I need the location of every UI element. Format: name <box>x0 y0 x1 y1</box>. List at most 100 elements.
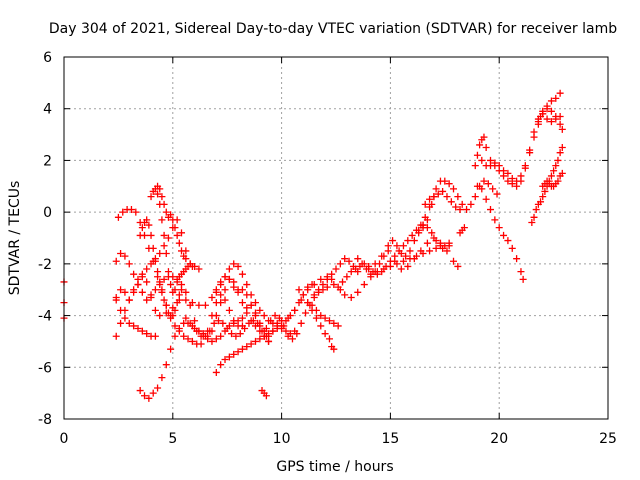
data-point <box>458 200 466 208</box>
data-point <box>243 343 251 351</box>
data-point <box>151 306 159 314</box>
data-point <box>454 193 462 201</box>
data-point <box>230 278 238 286</box>
data-point <box>493 190 501 198</box>
data-point <box>312 306 320 314</box>
data-point <box>456 206 464 214</box>
series-13 <box>258 387 270 400</box>
data-point <box>417 247 425 255</box>
series-8 <box>154 182 190 263</box>
y-tick-label: 0 <box>43 205 52 221</box>
data-point <box>556 89 564 97</box>
data-point <box>404 237 412 245</box>
data-point <box>530 128 538 136</box>
data-point <box>256 335 264 343</box>
data-point <box>212 335 220 343</box>
data-point <box>234 348 242 356</box>
data-point <box>256 306 264 314</box>
x-tick-label: 0 <box>60 431 69 447</box>
data-point <box>378 252 386 260</box>
data-point <box>149 244 157 252</box>
data-point <box>132 208 140 216</box>
data-point <box>238 286 246 294</box>
data-point <box>238 299 246 307</box>
data-point <box>460 224 468 232</box>
series-31 <box>534 110 564 126</box>
data-point <box>175 239 183 247</box>
data-point <box>467 200 475 208</box>
data-point <box>541 187 549 195</box>
data-point <box>121 288 129 296</box>
data-point <box>125 260 133 268</box>
data-point <box>112 332 120 340</box>
data-point <box>491 216 499 224</box>
data-point <box>273 322 281 330</box>
data-point <box>382 262 390 270</box>
data-point <box>476 141 484 149</box>
data-point <box>117 286 125 294</box>
data-point <box>171 224 179 232</box>
data-point <box>238 314 246 322</box>
data-point <box>188 337 196 345</box>
series-9 <box>182 275 273 345</box>
data-point <box>119 208 127 216</box>
y-tick-label: -8 <box>38 412 52 428</box>
data-point <box>230 350 238 358</box>
series-15 <box>295 286 338 353</box>
series-23 <box>421 187 464 214</box>
data-point <box>117 306 125 314</box>
data-point <box>308 281 316 289</box>
data-point <box>391 257 399 265</box>
data-point <box>256 319 264 327</box>
data-point <box>162 250 170 258</box>
data-point <box>143 216 151 224</box>
data-point <box>221 296 229 304</box>
data-point <box>158 216 166 224</box>
data-point <box>143 296 151 304</box>
series-19 <box>339 193 438 286</box>
data-point <box>406 247 414 255</box>
data-point <box>426 195 434 203</box>
data-point <box>171 322 179 330</box>
data-point <box>317 275 325 283</box>
data-point <box>384 247 392 255</box>
data-point <box>149 389 157 397</box>
data-point <box>282 327 290 335</box>
data-point <box>547 172 555 180</box>
data-point <box>251 337 259 345</box>
data-point <box>154 384 162 392</box>
series-24 <box>419 221 453 250</box>
data-point <box>415 226 423 234</box>
data-point <box>210 319 218 327</box>
data-point <box>471 162 479 170</box>
data-point <box>539 193 547 201</box>
data-point <box>358 260 366 268</box>
data-point <box>151 286 159 294</box>
data-point <box>199 330 207 338</box>
data-point <box>447 198 455 206</box>
x-tick-label: 5 <box>168 431 177 447</box>
data-point <box>547 97 555 105</box>
data-point <box>236 330 244 338</box>
data-point <box>441 177 449 185</box>
data-point <box>486 206 494 214</box>
data-point <box>160 275 168 283</box>
data-point <box>450 257 458 265</box>
data-point <box>262 392 270 400</box>
series-30 <box>539 169 566 190</box>
data-point <box>432 244 440 252</box>
data-point <box>299 291 307 299</box>
data-point <box>234 288 242 296</box>
gridlines <box>64 57 608 419</box>
data-point <box>169 216 177 224</box>
y-tick-label: -2 <box>38 257 52 273</box>
data-point <box>526 146 534 154</box>
data-point <box>158 374 166 382</box>
data-point <box>547 118 555 126</box>
data-point <box>360 281 368 289</box>
data-point <box>243 281 251 289</box>
data-point <box>191 325 199 332</box>
series-26 <box>471 89 564 190</box>
data-point <box>171 286 179 294</box>
